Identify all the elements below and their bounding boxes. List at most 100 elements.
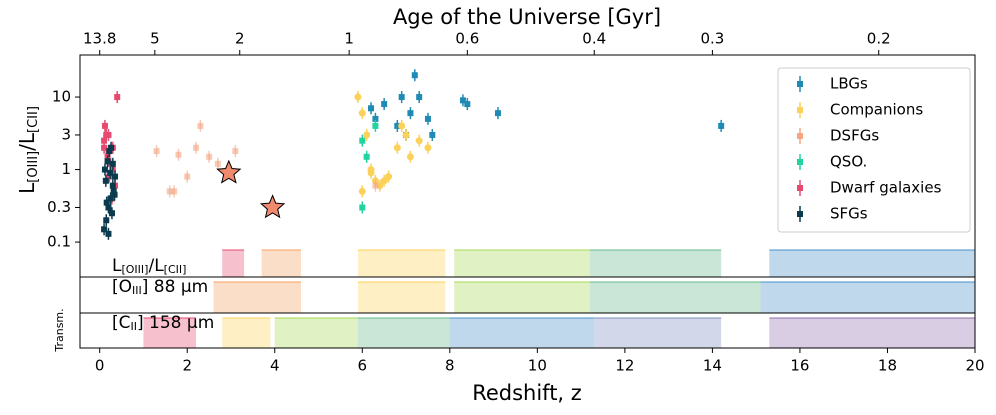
y-axis-title-part: /L xyxy=(15,132,39,151)
point xyxy=(111,191,118,198)
row-label-part: L xyxy=(112,256,122,276)
transmission-band xyxy=(222,318,271,348)
row-label-part: ] 158 μm xyxy=(137,313,214,333)
point xyxy=(103,217,110,224)
top-tick-label: 0.3 xyxy=(700,30,724,48)
point xyxy=(402,131,410,139)
point xyxy=(103,199,110,206)
point xyxy=(415,137,423,145)
point xyxy=(101,166,108,173)
transmission-band xyxy=(589,250,722,277)
x-tick-label: 0 xyxy=(95,357,105,375)
transmission-band xyxy=(769,318,975,348)
point xyxy=(407,110,414,117)
point xyxy=(416,94,423,101)
point xyxy=(184,173,191,180)
top-tick-label: 0.4 xyxy=(582,30,606,48)
legend-label: QSO. xyxy=(830,153,867,171)
top-tick-label: 2 xyxy=(235,30,245,48)
transmission-band xyxy=(222,250,245,277)
legend-marker xyxy=(797,211,803,217)
point xyxy=(110,188,117,195)
point xyxy=(153,148,160,155)
point xyxy=(424,144,432,152)
point xyxy=(108,144,115,151)
point xyxy=(406,153,414,161)
row-label-part: [OIII] xyxy=(121,263,148,276)
x-tick-label: 12 xyxy=(615,357,634,375)
point xyxy=(372,182,379,189)
point xyxy=(358,109,366,117)
point xyxy=(206,153,213,160)
legend-marker xyxy=(797,107,803,113)
point xyxy=(105,204,112,211)
point xyxy=(398,94,405,101)
point xyxy=(102,177,109,184)
point xyxy=(101,144,108,151)
top-tick-label: 5 xyxy=(150,30,160,48)
point xyxy=(372,122,379,129)
y-axis-title-part: [OIII] xyxy=(26,151,41,183)
point xyxy=(166,188,173,195)
legend-label: Companions xyxy=(830,101,923,119)
top-tick-label: 1 xyxy=(344,30,354,48)
point xyxy=(398,122,406,130)
row-label-part: ] 88 μm xyxy=(142,277,208,297)
y-axis-title-part: [CII] xyxy=(26,106,41,133)
star-point xyxy=(216,159,242,184)
transmission-band xyxy=(589,282,761,313)
transmission-band xyxy=(769,250,975,277)
transmission-band xyxy=(760,282,975,313)
point xyxy=(101,137,108,144)
row-label: L[OIII]/L[CII] xyxy=(112,256,186,276)
point xyxy=(359,204,366,211)
point xyxy=(363,153,370,160)
point xyxy=(429,131,436,138)
top-tick-label: 13.8 xyxy=(83,30,116,48)
point xyxy=(109,160,116,167)
point xyxy=(101,226,108,233)
point xyxy=(214,160,221,167)
legend-box xyxy=(777,67,971,233)
legend-label: LBGs xyxy=(830,75,868,93)
legend-label: Dwarf galaxies xyxy=(830,179,942,197)
x-tick-label: 8 xyxy=(445,357,455,375)
row-label-part: [O xyxy=(112,277,132,297)
y-tick-label: 0.1 xyxy=(47,233,71,251)
transmission-band xyxy=(261,250,302,277)
point xyxy=(358,187,366,195)
top-tick-label: 0.6 xyxy=(455,30,479,48)
point xyxy=(459,97,466,104)
transmission-band xyxy=(594,318,722,348)
point xyxy=(105,230,112,237)
transmission-band xyxy=(357,250,446,277)
point xyxy=(112,173,119,180)
x-tick-label: 6 xyxy=(358,357,368,375)
point xyxy=(424,115,431,122)
point xyxy=(372,115,379,122)
transmission-band xyxy=(454,250,590,277)
y-tick-label: 0.3 xyxy=(47,198,71,216)
x-tick-label: 10 xyxy=(528,357,547,375)
x-tick-label: 20 xyxy=(965,357,984,375)
top-axis-title: Age of the Universe [Gyr] xyxy=(393,5,661,29)
y-tick-label: 1 xyxy=(61,160,71,178)
legend-label: DSFGs xyxy=(830,127,879,145)
legend-marker xyxy=(797,185,803,191)
point xyxy=(381,101,388,108)
point xyxy=(411,72,418,79)
y-tick-label: 10 xyxy=(52,88,71,106)
point xyxy=(363,131,371,139)
point xyxy=(464,101,471,108)
point xyxy=(354,93,362,101)
point xyxy=(114,94,121,101)
transmission-band xyxy=(143,318,196,348)
legend-marker xyxy=(797,159,803,165)
x-tick-label: 18 xyxy=(878,357,897,375)
point xyxy=(232,148,239,155)
point xyxy=(368,105,375,112)
point xyxy=(494,110,501,117)
point xyxy=(367,169,375,177)
point xyxy=(108,210,115,217)
transmission-band xyxy=(213,282,302,313)
